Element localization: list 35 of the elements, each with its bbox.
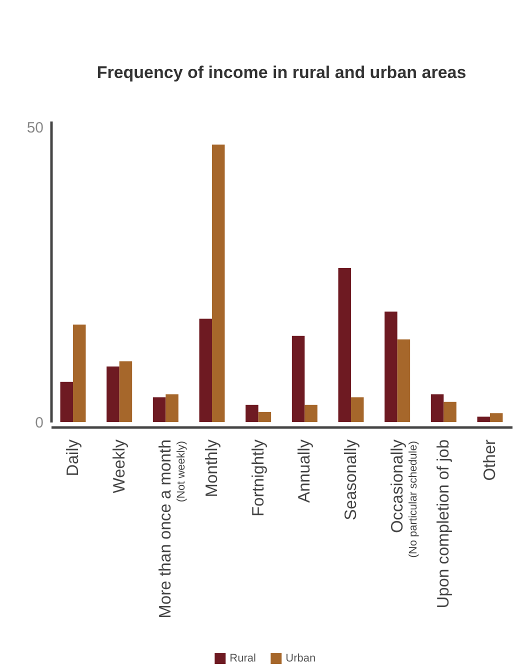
x-tick-label: Seasonally <box>342 438 360 520</box>
y-tick-label: 50 <box>26 119 44 136</box>
legend-label: Rural <box>230 652 256 665</box>
bar <box>477 416 490 422</box>
y-tick-label: 0 <box>35 414 44 432</box>
x-tick-label: Daily <box>64 438 82 476</box>
category-label: More than once a month (Not weekly) <box>156 440 188 618</box>
chart-title: Frequency of income in rural and urban areas <box>96 62 466 82</box>
bar <box>490 413 503 422</box>
bar <box>199 318 212 422</box>
bar <box>73 324 86 422</box>
bar <box>444 402 456 422</box>
bar <box>338 268 351 422</box>
x-tick-label: Fortnightly <box>249 438 268 517</box>
x-tick-label: Other <box>480 439 499 481</box>
legend-label: Urban <box>286 652 316 665</box>
bar <box>246 404 258 422</box>
bar <box>292 336 305 422</box>
bar <box>397 339 410 422</box>
bar <box>119 361 132 422</box>
bar <box>304 404 318 422</box>
bar <box>212 144 225 422</box>
x-tick-label: Annually <box>296 438 314 503</box>
bar <box>152 397 166 422</box>
bar <box>350 397 364 422</box>
x-tick-label: Weekly <box>110 438 128 494</box>
bar <box>166 394 178 422</box>
bar <box>258 412 272 422</box>
category-label: Occasionally (No particular schedule) <box>388 440 420 558</box>
bar <box>106 366 120 422</box>
bar <box>384 312 398 422</box>
x-tick-label: Monthly <box>203 438 222 498</box>
bar <box>60 382 74 422</box>
bar <box>430 394 444 422</box>
x-tick-label: Upon completion of job <box>434 440 453 608</box>
